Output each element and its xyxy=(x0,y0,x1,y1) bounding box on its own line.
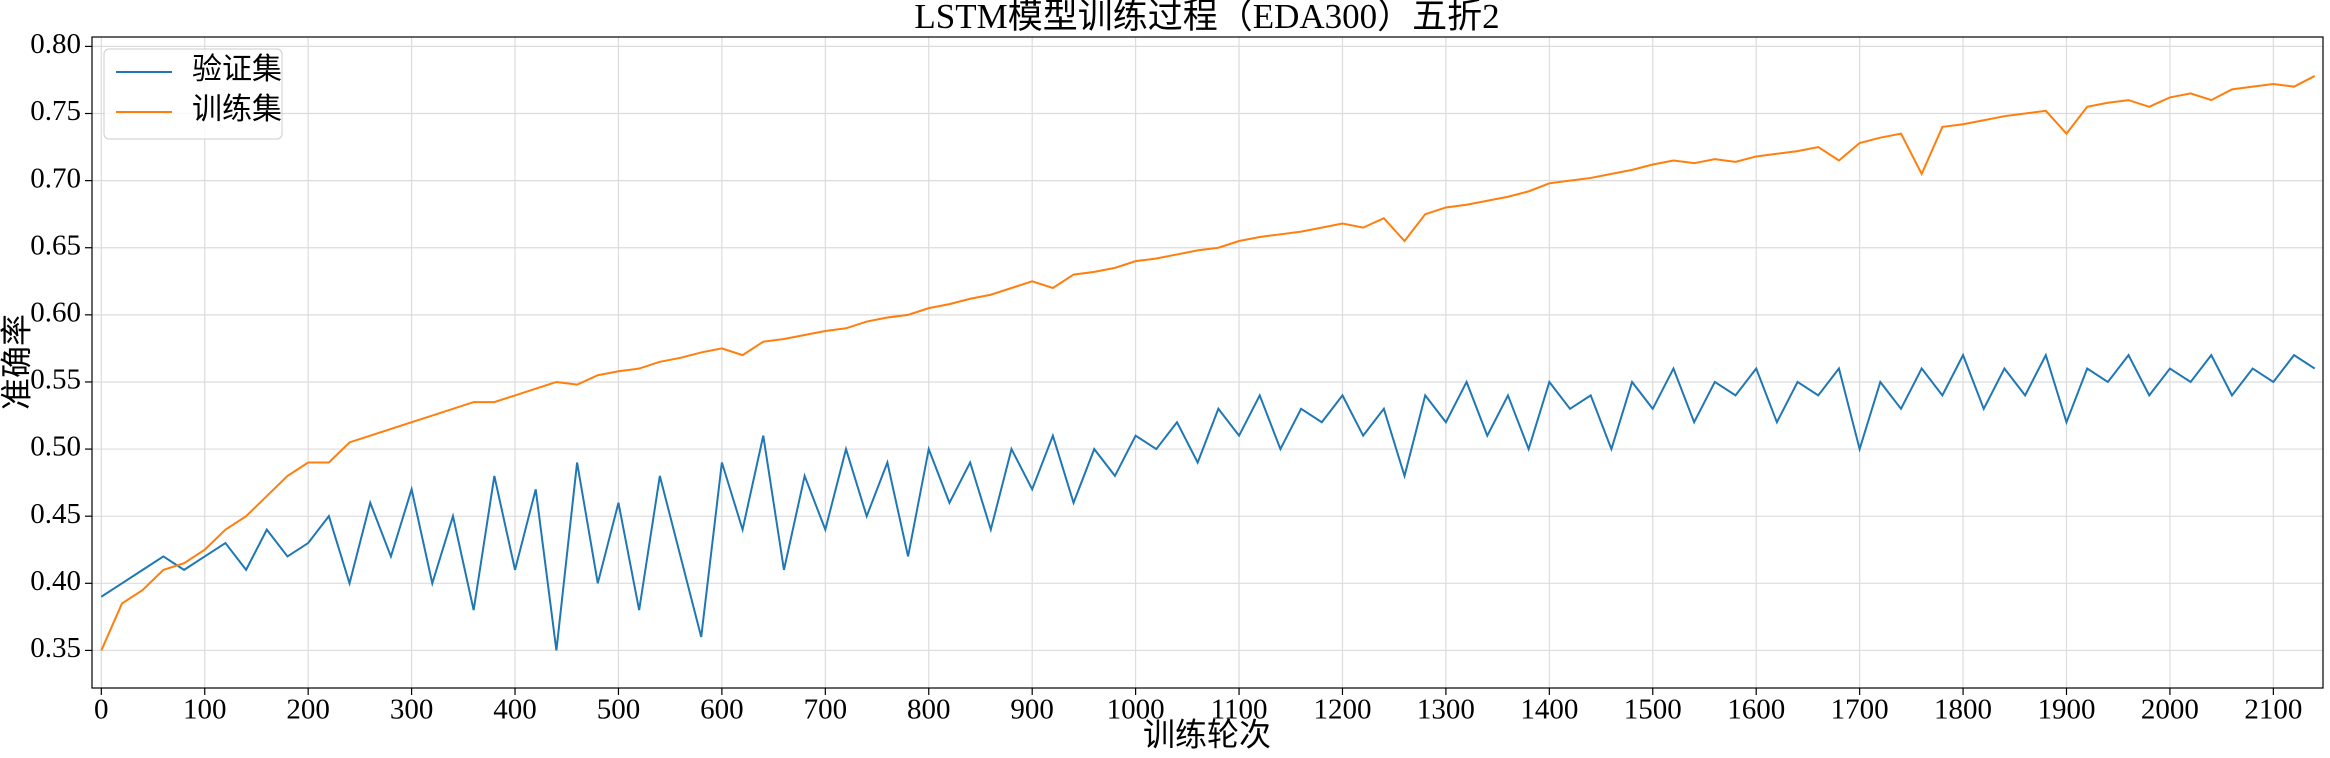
y-tick-label: 0.40 xyxy=(30,565,81,597)
y-tick-label: 0.60 xyxy=(30,297,81,329)
series-line xyxy=(100,352,2316,651)
x-tick-label: 2100 xyxy=(2244,694,2302,726)
x-tick-label: 700 xyxy=(804,694,848,726)
y-tick-label: 0.50 xyxy=(30,431,81,463)
y-tick-label: 0.70 xyxy=(30,162,81,194)
x-tick-label: 1200 xyxy=(1313,694,1371,726)
x-axis-label: 训练轮次 xyxy=(1143,716,1271,752)
x-tick-label: 1600 xyxy=(1727,694,1785,726)
x-tick-label: 900 xyxy=(1010,694,1054,726)
x-tick-label: 500 xyxy=(597,694,641,726)
y-tick-label: 0.65 xyxy=(30,229,81,261)
y-tick-label: 0.35 xyxy=(30,632,81,664)
x-tick-label: 1700 xyxy=(1831,694,1889,726)
y-axis-label: 准确率 xyxy=(0,314,34,410)
series-line xyxy=(100,75,2316,651)
chart-title: LSTM模型训练过程（EDA300）五折2 xyxy=(914,0,1499,36)
x-tick-label: 200 xyxy=(286,694,330,726)
x-tick-label: 1900 xyxy=(2037,694,2095,726)
x-tick-label: 2000 xyxy=(2141,694,2199,726)
y-tick-label: 0.55 xyxy=(30,364,81,396)
x-tick-label: 1000 xyxy=(1107,694,1165,726)
x-tick-label: 1100 xyxy=(1211,694,1268,726)
x-tick-label: 1400 xyxy=(1520,694,1578,726)
x-tick-label: 800 xyxy=(907,694,951,726)
x-tick-label: 100 xyxy=(183,694,227,726)
x-tick-label: 0 xyxy=(94,694,109,726)
plot-frame xyxy=(91,36,2324,689)
y-tick-label: 0.75 xyxy=(30,95,81,127)
legend-label: 训练集 xyxy=(192,93,282,126)
x-tick-label: 1500 xyxy=(1624,694,1682,726)
x-tick-label: 400 xyxy=(493,694,537,726)
x-tick-label: 600 xyxy=(700,694,744,726)
x-tick-label: 300 xyxy=(390,694,434,726)
y-tick-label: 0.80 xyxy=(30,28,81,60)
x-tick-label: 1800 xyxy=(1934,694,1992,726)
x-tick-label: 1300 xyxy=(1417,694,1475,726)
legend-label: 验证集 xyxy=(192,53,282,86)
y-tick-label: 0.45 xyxy=(30,498,81,530)
